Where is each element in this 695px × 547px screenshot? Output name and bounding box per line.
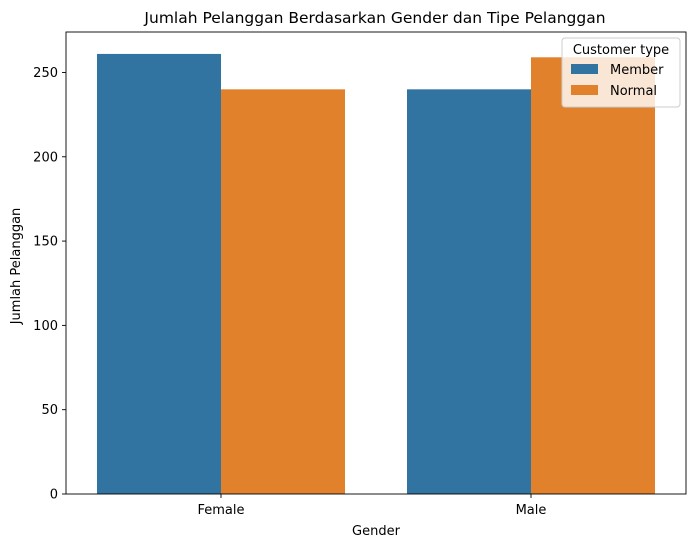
bar-member-male xyxy=(407,89,531,495)
legend: Customer type Member Normal xyxy=(561,37,681,108)
plot-frame xyxy=(65,31,687,495)
y-tick-label: 50 xyxy=(41,403,58,418)
y-tick-label: 100 xyxy=(33,319,58,334)
legend-label-normal: Normal xyxy=(610,84,657,99)
x-tick-label: Female xyxy=(197,503,244,518)
legend-swatch-normal xyxy=(571,85,598,95)
bar-member-female xyxy=(97,53,221,494)
bar-normal-male xyxy=(531,57,655,495)
y-tick-label: 250 xyxy=(33,66,58,81)
x-axis-label: Gender xyxy=(352,524,401,539)
legend-title: Customer type xyxy=(573,43,669,58)
y-tick-label: 0 xyxy=(50,488,58,503)
y-axis-label: Jumlah Pelanggan xyxy=(9,208,24,326)
legend-label-member: Member xyxy=(610,63,664,78)
y-tick-label: 150 xyxy=(33,235,58,250)
x-tick-label: Male xyxy=(516,503,547,518)
bars-group xyxy=(97,53,655,495)
y-tick-label: 200 xyxy=(33,150,58,165)
axes-group: 0 50 100 150 200 250 Female Male xyxy=(33,31,687,518)
bar-normal-female xyxy=(221,89,345,495)
legend-swatch-member xyxy=(571,64,598,74)
chart-title: Jumlah Pelanggan Berdasarkan Gender dan … xyxy=(143,9,605,27)
